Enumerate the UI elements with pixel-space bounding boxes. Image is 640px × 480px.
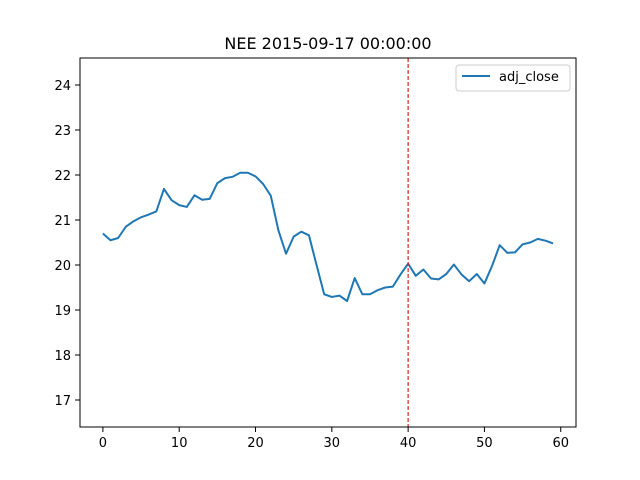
x-tick-label: 0 [99, 436, 107, 451]
legend-label-adj_close: adj_close [499, 70, 559, 85]
y-tick-label: 17 [54, 394, 71, 409]
x-tick-label: 10 [171, 436, 188, 451]
y-tick-label: 19 [54, 304, 71, 319]
x-tick-label: 60 [552, 436, 569, 451]
y-tick-label: 21 [54, 214, 71, 229]
y-tick-label: 22 [54, 169, 71, 184]
series-line-adj_close [102, 171, 554, 302]
x-tick-label: 40 [400, 436, 417, 451]
legend: adj_close [455, 64, 571, 92]
y-tick-label: 23 [54, 124, 71, 139]
plot-frame [79, 57, 577, 428]
y-tick-label: 18 [54, 349, 71, 364]
x-tick-label: 20 [247, 436, 264, 451]
chart-title: NEE 2015-09-17 00:00:00 [224, 34, 431, 53]
x-tick-label: 50 [476, 436, 493, 451]
x-tick-label: 30 [324, 436, 341, 451]
legend-box [455, 64, 571, 92]
y-tick-label: 20 [54, 259, 71, 274]
y-tick-label: 24 [54, 79, 71, 94]
